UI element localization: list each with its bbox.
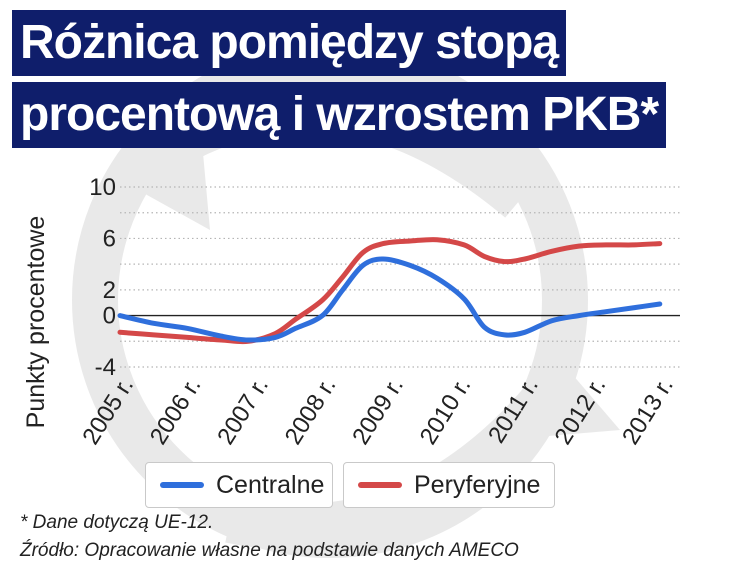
legend-label-centralne: Centralne	[216, 470, 325, 499]
y-axis-label: Punkty procentowe	[22, 216, 50, 429]
series-line-centralne	[117, 256, 663, 343]
legend-swatch-peryferyjne	[358, 482, 402, 488]
x-tick-label: 2009 r.	[347, 373, 409, 450]
title-line-1: Różnica pomiędzy stopą	[12, 10, 567, 76]
x-tick-label: 2010 r.	[415, 373, 477, 450]
y-tick-label: 0	[103, 303, 116, 330]
x-tick-label: 2008 r.	[280, 373, 342, 450]
y-tick-label: 6	[103, 225, 116, 252]
x-tick-label: 2011 r.	[483, 373, 544, 448]
y-tick-label: 2	[103, 277, 116, 304]
x-tick-label: 2007 r.	[212, 373, 274, 450]
series-line-peryferyjne	[117, 237, 663, 345]
line-chart: 10 6 20 -4 2005 r. 2006 r. 2007 r. 2008 r. 2009…	[22, 174, 680, 450]
legend-item-centralne: Centralne	[145, 462, 333, 508]
legend-item-peryferyjne: Peryferyjne	[343, 462, 555, 508]
x-tick-label: 2012 r.	[550, 373, 612, 450]
y-tick-label: 10	[89, 174, 116, 201]
title-line-2: procentową i wzrostem PKB*	[12, 82, 667, 148]
x-tick-label: 2005 r.	[77, 373, 139, 450]
legend-swatch-centralne	[160, 482, 204, 488]
y-tick-label: -4	[95, 354, 116, 381]
legend-label-peryferyjne: Peryferyjne	[414, 470, 541, 499]
x-tick-label: 2013 r.	[617, 373, 679, 450]
footnote-note: * Dane dotyczą UE-12.	[20, 512, 214, 533]
x-tick-label: 2006 r.	[145, 373, 207, 450]
footnote-source: Źródło: Opracowanie własne na podstawie …	[20, 540, 519, 561]
